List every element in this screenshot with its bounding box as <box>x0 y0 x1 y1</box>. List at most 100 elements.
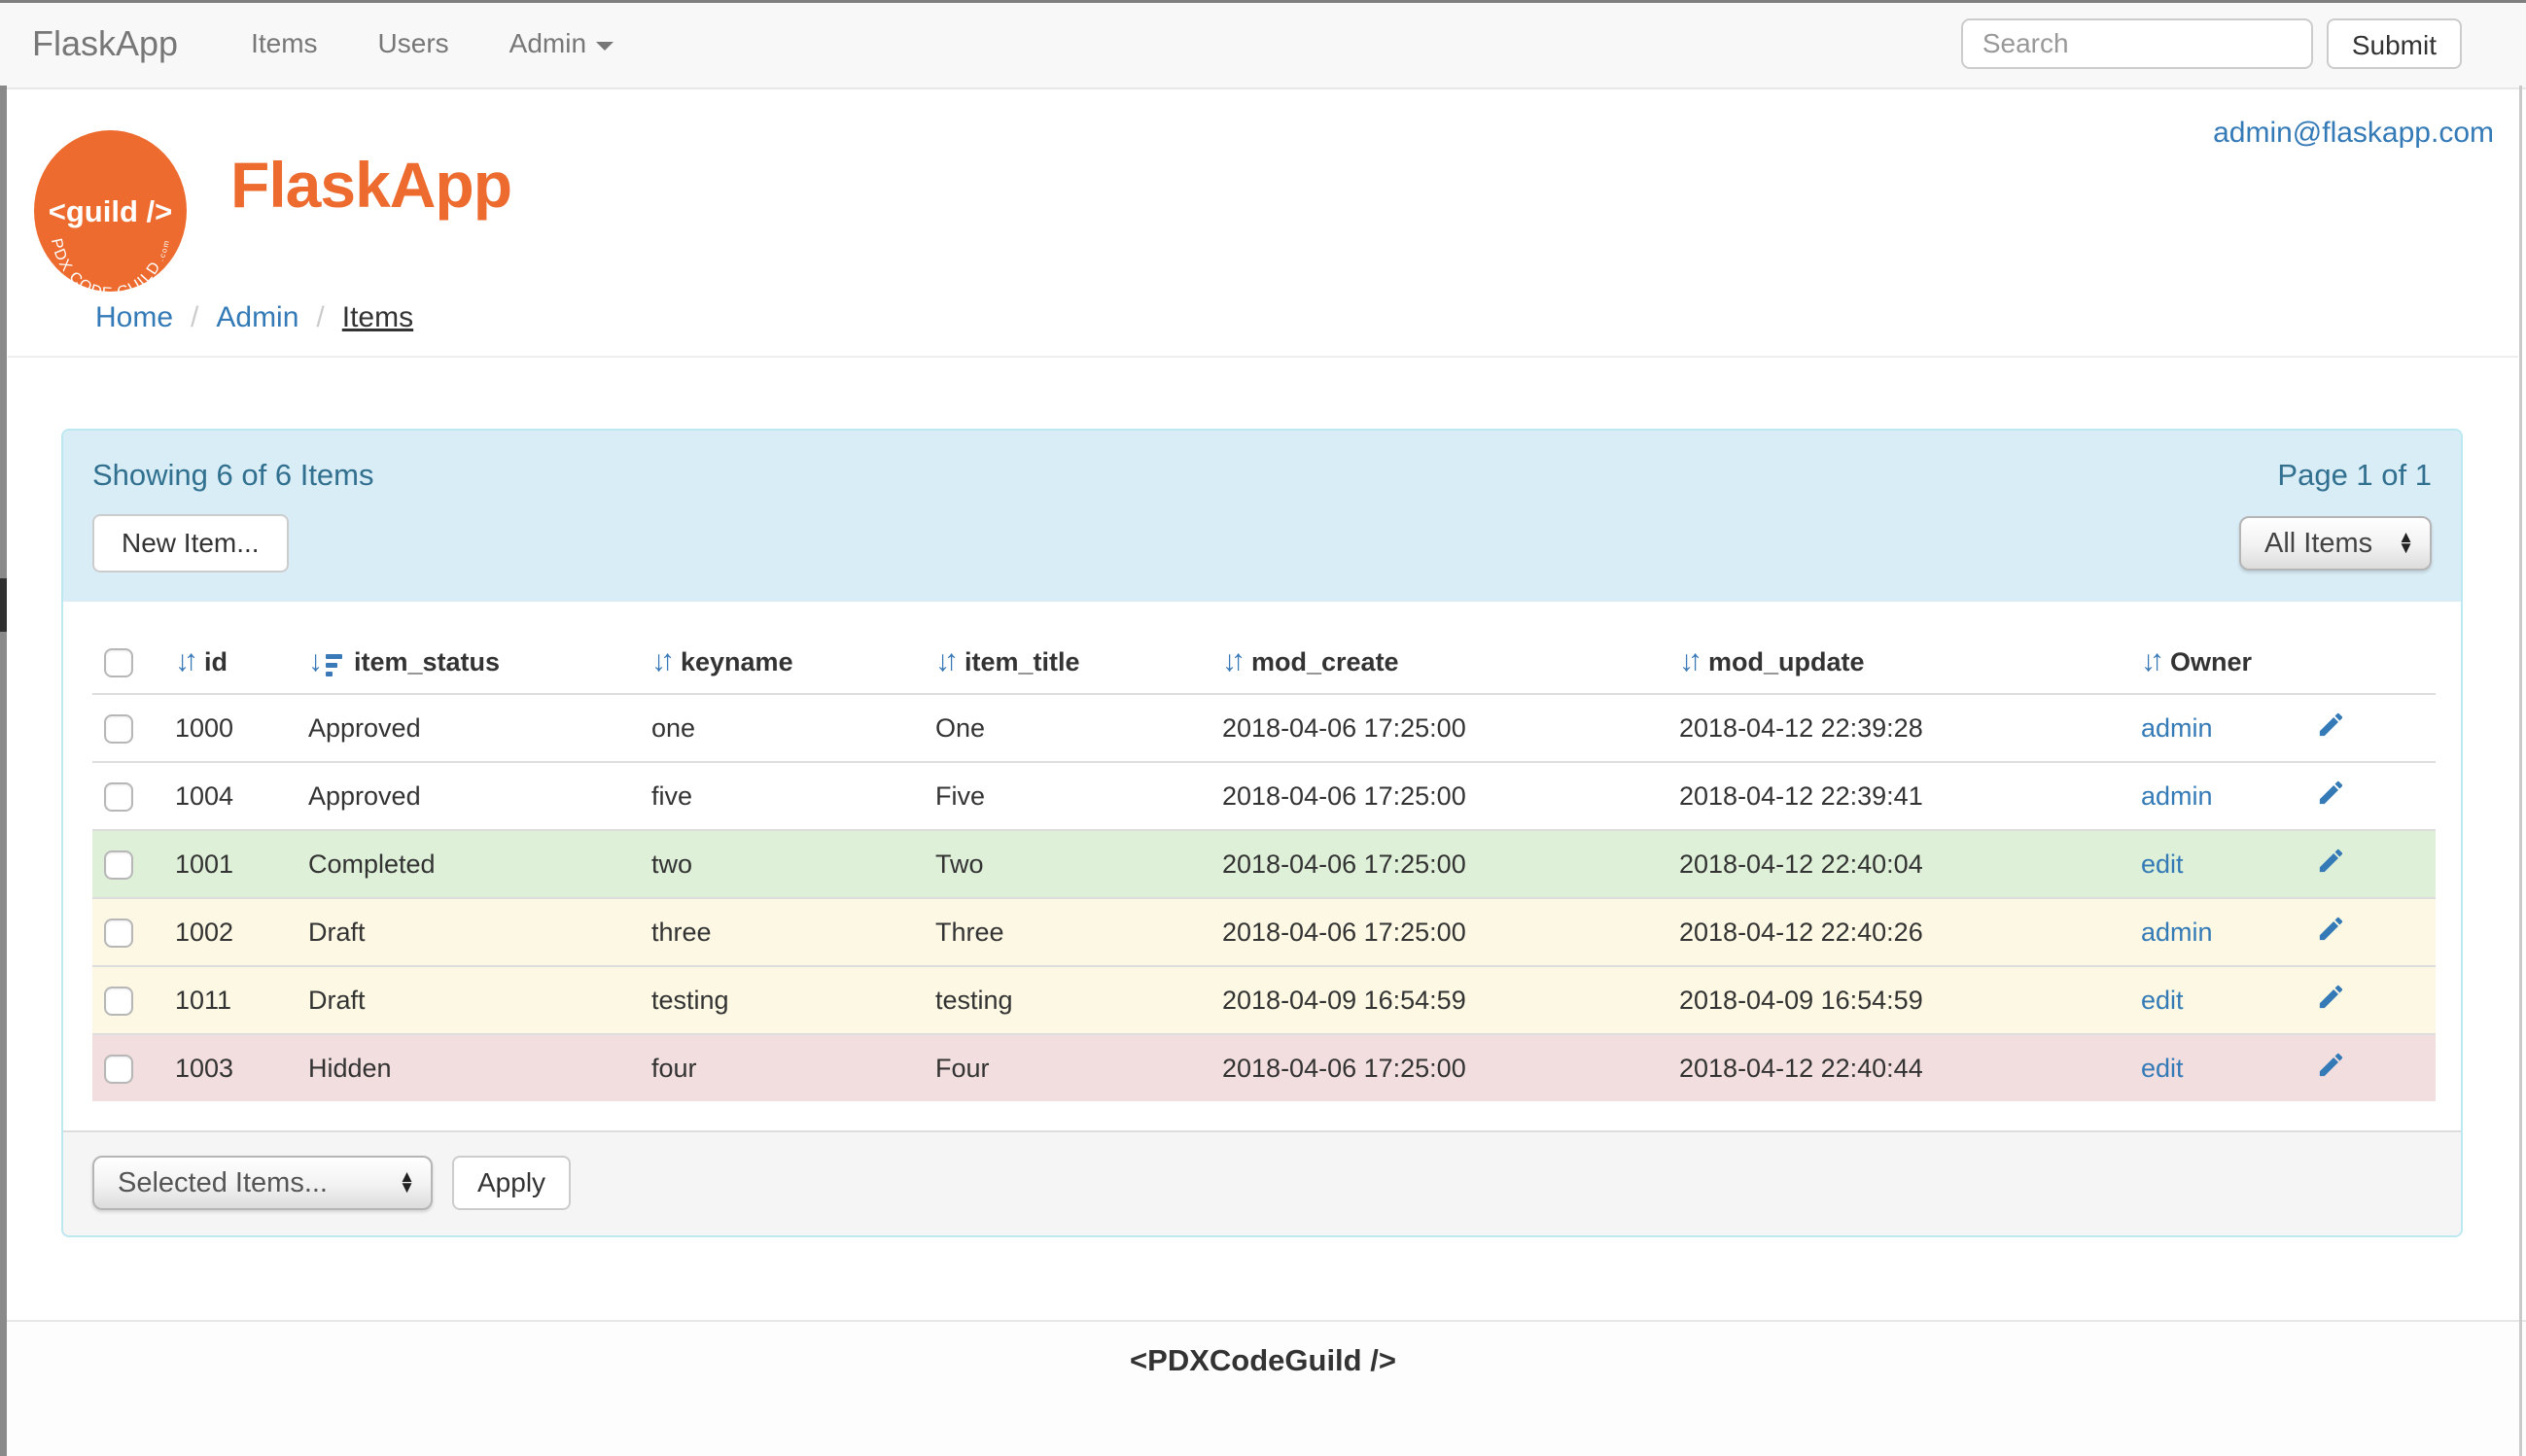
owner-link[interactable]: admin <box>2141 780 2213 811</box>
page-title: FlaskApp <box>230 149 512 221</box>
row-checkbox[interactable] <box>104 918 133 948</box>
navbar-brand[interactable]: FlaskApp <box>32 23 179 63</box>
cell-keyname: five <box>642 761 926 830</box>
cell-item-title: Five <box>926 761 1212 830</box>
header-divider <box>8 356 2518 358</box>
edit-pencil-icon[interactable] <box>2316 846 2346 876</box>
items-panel-footer: Selected Items... ▲ ▼ Apply <box>63 1130 2461 1235</box>
user-email-link[interactable]: admin@flaskapp.com <box>2213 117 2494 149</box>
column-header-item_status[interactable]: ↓ item_status <box>298 631 642 695</box>
cell-mod-update: 2018-04-09 16:54:59 <box>1669 965 2131 1034</box>
cell-owner: admin <box>2131 897 2306 966</box>
cell-owner: admin <box>2131 761 2306 830</box>
nav-item-users[interactable]: Users <box>377 28 449 58</box>
cell-item-status: Draft <box>298 897 642 966</box>
sort-icon[interactable]: ↓↑ <box>1222 644 1245 677</box>
cell-item-title: Four <box>926 1033 1212 1101</box>
new-item-button[interactable]: New Item... <box>92 514 289 572</box>
select-all-checkbox[interactable] <box>104 647 133 677</box>
items-panel: Showing 6 of 6 Items Page 1 of 1 New Ite… <box>61 429 2463 1237</box>
cell-keyname: testing <box>642 965 926 1034</box>
cell-mod-create: 2018-04-06 17:25:00 <box>1212 693 1669 762</box>
cell-edit-action <box>2306 761 2436 830</box>
chevron-down-icon <box>596 41 614 51</box>
cell-item-title: testing <box>926 965 1212 1034</box>
cell-mod-create: 2018-04-06 17:25:00 <box>1212 761 1669 830</box>
cell-item-status: Completed <box>298 829 642 898</box>
cell-item-status: Draft <box>298 965 642 1034</box>
sort-icon[interactable]: ↓↑ <box>175 644 198 677</box>
cell-owner: admin <box>2131 693 2306 762</box>
table-row: 1011 Draft testing testing 2018-04-09 16:54:… <box>92 965 2436 1034</box>
edit-pencil-icon[interactable] <box>2316 914 2346 944</box>
items-filter-select[interactable]: All Items ▲ ▼ <box>2238 516 2432 571</box>
row-checkbox[interactable] <box>104 1054 133 1084</box>
items-panel-heading: Showing 6 of 6 Items Page 1 of 1 New Ite… <box>63 431 2461 602</box>
owner-link[interactable]: admin <box>2141 917 2213 947</box>
row-checkbox[interactable] <box>104 713 133 744</box>
column-header-mod_create[interactable]: ↓↑ mod_create <box>1212 631 1669 695</box>
cell-item-status: Hidden <box>298 1033 642 1101</box>
column-header-mod_update[interactable]: ↓↑ mod_update <box>1669 631 2131 695</box>
sort-amount-desc-icon[interactable]: ↓ <box>308 645 342 678</box>
masthead: admin@flaskapp.com <guild /> PDX CODE GU… <box>0 89 2526 334</box>
cell-edit-action <box>2306 1033 2436 1101</box>
owner-link[interactable]: edit <box>2141 985 2184 1015</box>
sort-icon[interactable]: ↓↑ <box>1679 644 1702 677</box>
items-filter-select-value: All Items <box>2263 527 2373 559</box>
bulk-action-select[interactable]: Selected Items... ▲ ▼ <box>92 1156 433 1210</box>
cell-keyname: two <box>642 829 926 898</box>
nav-item-items[interactable]: Items <box>251 28 318 58</box>
breadcrumb-home[interactable]: Home <box>95 301 174 333</box>
page-footer: <PDXCodeGuild /> <box>0 1320 2526 1456</box>
cell-mod-create: 2018-04-06 17:25:00 <box>1212 1033 1669 1101</box>
cell-edit-action <box>2306 693 2436 762</box>
window-left-edge-notch <box>0 578 7 632</box>
sort-icon[interactable]: ↓↑ <box>651 644 675 677</box>
edit-pencil-icon[interactable] <box>2316 778 2346 808</box>
page-indicator-text: Page 1 of 1 <box>2277 458 2432 492</box>
edit-pencil-icon[interactable] <box>2316 1050 2346 1080</box>
table-row: 1002 Draft three Three 2018-04-06 17:25:00 20… <box>92 897 2436 966</box>
pdx-code-guild-logo: <guild /> PDX CODE GUILD .com <box>34 130 187 292</box>
edit-pencil-icon[interactable] <box>2316 710 2346 740</box>
apply-button[interactable]: Apply <box>452 1156 572 1210</box>
column-header-owner[interactable]: ↓↑ Owner <box>2131 631 2306 695</box>
column-header-keyname[interactable]: ↓↑ keyname <box>642 631 926 695</box>
column-label: id <box>204 647 228 676</box>
breadcrumb-admin[interactable]: Admin <box>216 301 299 333</box>
search-submit-button[interactable]: Submit <box>2326 18 2462 69</box>
edit-pencil-icon[interactable] <box>2316 982 2346 1012</box>
cell-keyname: one <box>642 693 926 762</box>
cell-id: 1003 <box>165 1033 298 1101</box>
cell-mod-update: 2018-04-12 22:40:44 <box>1669 1033 2131 1101</box>
row-checkbox[interactable] <box>104 986 133 1016</box>
cell-mod-create: 2018-04-06 17:25:00 <box>1212 829 1669 898</box>
search-input[interactable] <box>1960 18 2313 69</box>
owner-link[interactable]: edit <box>2141 1053 2184 1083</box>
cell-keyname: four <box>642 1033 926 1101</box>
cell-id: 1001 <box>165 829 298 898</box>
cell-owner: edit <box>2131 1033 2306 1101</box>
cell-keyname: three <box>642 897 926 966</box>
owner-link[interactable]: admin <box>2141 712 2213 743</box>
table-row: 1001 Completed two Two 2018-04-06 17:25:00 20… <box>92 829 2436 898</box>
breadcrumb-separator: / <box>191 301 199 333</box>
cell-item-title: Three <box>926 897 1212 966</box>
cell-mod-update: 2018-04-12 22:39:41 <box>1669 761 2131 830</box>
items-table: ↓↑ id ↓ item_status ↓↑ keyname ↓↑ item_title ↓↑ m… <box>92 631 2436 1101</box>
sort-icon[interactable]: ↓↑ <box>2141 644 2164 677</box>
breadcrumb-separator: / <box>316 301 325 333</box>
cell-id: 1002 <box>165 897 298 966</box>
cell-edit-action <box>2306 897 2436 966</box>
nav-item-admin-dropdown[interactable]: Admin <box>479 28 644 59</box>
column-header-id[interactable]: ↓↑ id <box>165 631 298 695</box>
column-header-item_title[interactable]: ↓↑ item_title <box>926 631 1212 695</box>
row-checkbox[interactable] <box>104 781 133 812</box>
row-checkbox[interactable] <box>104 849 133 880</box>
bulk-action-select-value: Selected Items... <box>118 1166 328 1198</box>
table-row: 1003 Hidden four Four 2018-04-06 17:25:00 201… <box>92 1033 2436 1101</box>
sort-icon[interactable]: ↓↑ <box>935 644 959 677</box>
owner-link[interactable]: edit <box>2141 849 2184 879</box>
